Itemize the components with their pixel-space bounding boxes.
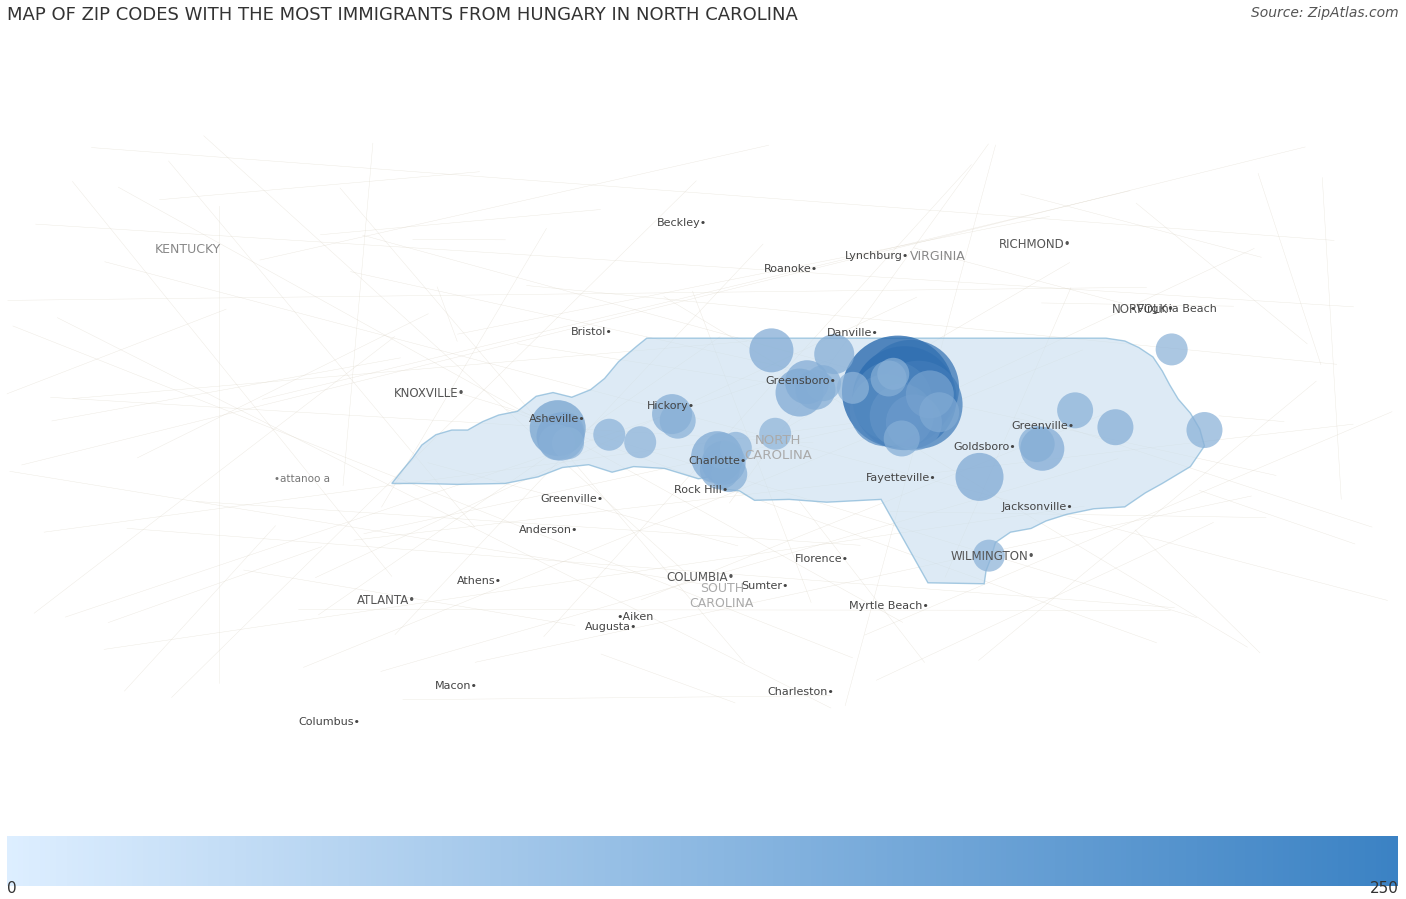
Circle shape	[759, 418, 792, 450]
Text: Florence•: Florence•	[794, 555, 849, 565]
Text: SOUTH
CAROLINA: SOUTH CAROLINA	[689, 582, 754, 610]
Text: Greensboro•: Greensboro•	[765, 377, 837, 387]
Text: NORTH
CAROLINA: NORTH CAROLINA	[744, 434, 811, 462]
Text: Anderson•: Anderson•	[519, 525, 578, 535]
Text: Jacksonville•: Jacksonville•	[1001, 502, 1074, 512]
Text: 0: 0	[7, 881, 17, 895]
Text: VIRGINIA: VIRGINIA	[910, 250, 965, 263]
Circle shape	[692, 432, 742, 483]
Circle shape	[700, 450, 740, 489]
Circle shape	[704, 432, 740, 468]
Text: Sumter•: Sumter•	[741, 581, 789, 591]
Circle shape	[1021, 427, 1064, 471]
Circle shape	[973, 539, 1005, 572]
Text: Charlotte•: Charlotte•	[689, 456, 747, 466]
Text: Goldsboro•: Goldsboro•	[953, 442, 1017, 452]
Circle shape	[538, 424, 575, 460]
Text: Greenville•: Greenville•	[1012, 422, 1074, 432]
Circle shape	[920, 392, 959, 432]
Text: Greenville•: Greenville•	[540, 494, 603, 504]
Text: KENTUCKY: KENTUCKY	[155, 243, 221, 255]
Text: Athens•: Athens•	[457, 576, 502, 586]
Circle shape	[905, 370, 953, 418]
Text: Charleston•: Charleston•	[768, 687, 834, 697]
Circle shape	[1098, 409, 1133, 445]
Circle shape	[624, 426, 657, 458]
Circle shape	[796, 369, 835, 410]
Circle shape	[1057, 392, 1092, 428]
Circle shape	[1187, 412, 1222, 448]
Text: COLUMBIA•: COLUMBIA•	[666, 571, 734, 583]
Circle shape	[1019, 426, 1054, 462]
Text: Myrtle Beach•: Myrtle Beach•	[849, 601, 928, 611]
Circle shape	[837, 372, 869, 404]
Text: Rock Hill•: Rock Hill•	[673, 485, 728, 495]
Text: Lynchburg•: Lynchburg•	[845, 251, 910, 261]
Text: •attanoo a: •attanoo a	[274, 474, 330, 484]
Circle shape	[806, 365, 841, 401]
Text: ATLANTA•: ATLANTA•	[357, 594, 416, 607]
Text: Bristol•: Bristol•	[571, 326, 613, 336]
Circle shape	[659, 403, 696, 439]
Circle shape	[875, 360, 963, 449]
Circle shape	[711, 456, 747, 492]
Text: •Virginia Beach: •Virginia Beach	[1130, 304, 1218, 314]
Circle shape	[785, 360, 830, 405]
Circle shape	[852, 361, 932, 441]
Text: •Aiken: •Aiken	[617, 612, 654, 622]
Text: 250: 250	[1369, 881, 1399, 895]
Circle shape	[870, 384, 934, 448]
Circle shape	[814, 334, 855, 374]
Text: Macon•: Macon•	[434, 681, 478, 691]
Polygon shape	[392, 338, 1205, 583]
Text: WILMINGTON•: WILMINGTON•	[950, 550, 1035, 563]
Text: MAP OF ZIP CODES WITH THE MOST IMMIGRANTS FROM HUNGARY IN NORTH CAROLINA: MAP OF ZIP CODES WITH THE MOST IMMIGRANT…	[7, 6, 799, 24]
Circle shape	[652, 394, 692, 434]
Circle shape	[702, 441, 745, 485]
Text: Fayetteville•: Fayetteville•	[866, 473, 936, 483]
Circle shape	[1156, 334, 1188, 365]
Circle shape	[593, 419, 626, 450]
Circle shape	[877, 358, 910, 390]
Text: Source: ZipAtlas.com: Source: ZipAtlas.com	[1251, 6, 1399, 21]
Circle shape	[956, 453, 1004, 501]
Text: Columbus•: Columbus•	[298, 717, 360, 726]
Circle shape	[720, 432, 752, 464]
Circle shape	[776, 369, 824, 416]
Circle shape	[886, 395, 942, 450]
Text: Beckley•: Beckley•	[657, 218, 707, 227]
Circle shape	[842, 335, 953, 448]
Text: NORFOLK•: NORFOLK•	[1112, 303, 1175, 316]
Circle shape	[530, 400, 586, 456]
Circle shape	[544, 412, 585, 452]
Text: Augusta•: Augusta•	[585, 622, 637, 632]
Text: KNOXVILLE•: KNOXVILLE•	[394, 387, 465, 400]
Text: Asheville•: Asheville•	[529, 414, 586, 423]
Text: Danville•: Danville•	[827, 328, 879, 339]
Circle shape	[537, 413, 585, 460]
Text: Roanoke•: Roanoke•	[763, 263, 818, 274]
Circle shape	[849, 374, 922, 446]
Circle shape	[870, 360, 907, 396]
Circle shape	[884, 421, 920, 457]
Circle shape	[852, 346, 956, 450]
Circle shape	[863, 340, 959, 436]
Circle shape	[553, 427, 583, 459]
Circle shape	[749, 328, 793, 372]
Text: RICHMOND•: RICHMOND•	[998, 238, 1071, 251]
Text: Hickory•: Hickory•	[647, 401, 695, 411]
